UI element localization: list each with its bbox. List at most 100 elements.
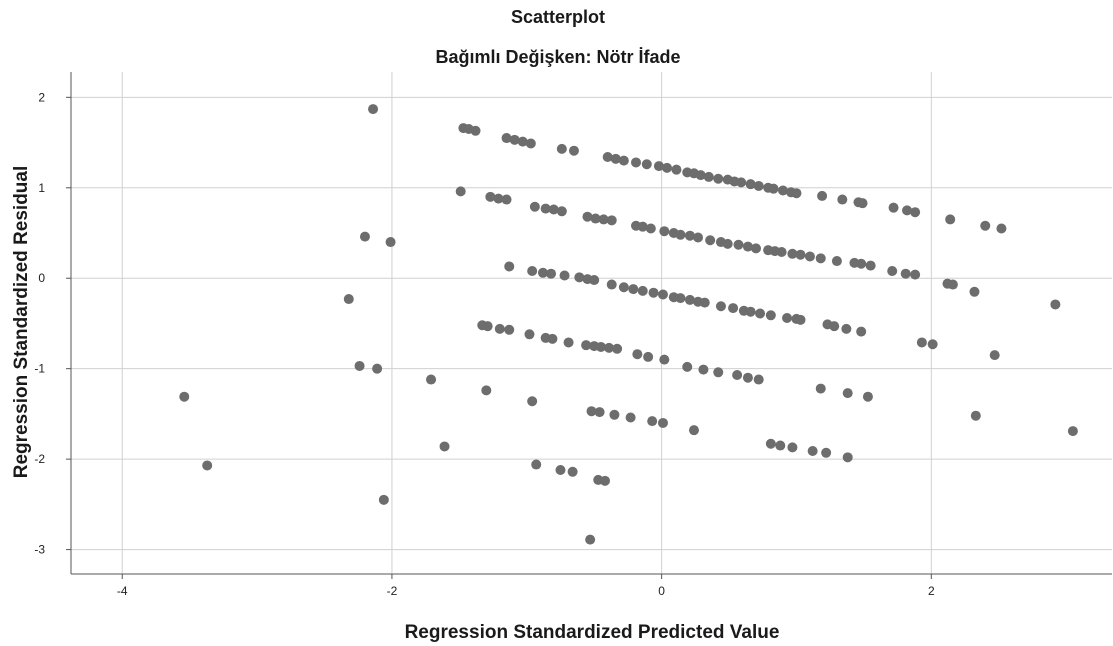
data-point: [494, 323, 505, 334]
data-point: [902, 205, 913, 216]
data-point: [504, 324, 515, 335]
y-tick-label: 1: [38, 181, 45, 195]
data-point: [426, 374, 437, 385]
data-point: [548, 204, 559, 215]
data-point: [837, 194, 848, 205]
data-point: [179, 391, 190, 402]
data-point: [595, 341, 606, 352]
data-point: [736, 177, 747, 188]
y-tick-label: 0: [38, 271, 45, 285]
data-point: [787, 442, 798, 453]
data-point: [751, 243, 762, 254]
data-point: [481, 385, 492, 396]
data-point: [482, 321, 493, 332]
data-point: [493, 193, 504, 204]
data-point: [563, 337, 574, 348]
data-point: [888, 202, 899, 213]
data-point: [682, 361, 693, 372]
data-point: [1050, 299, 1061, 310]
data-point: [916, 337, 927, 348]
y-tick-label: -3: [34, 543, 45, 557]
data-point: [831, 256, 842, 267]
data-point: [684, 294, 695, 305]
data-point: [359, 231, 370, 242]
chart-subtitle: Bağımlı Değişken: Nötr İfade: [435, 47, 680, 67]
data-point: [713, 173, 724, 184]
data-point: [501, 194, 512, 205]
data-point: [537, 267, 548, 278]
data-point: [647, 416, 658, 427]
data-point: [910, 207, 921, 218]
data-point: [556, 206, 567, 217]
data-point: [343, 294, 354, 305]
data-point: [815, 383, 826, 394]
data-point: [556, 143, 567, 154]
data-point: [695, 170, 706, 181]
y-tick-label: -1: [34, 362, 45, 376]
data-point: [648, 287, 659, 298]
data-point: [590, 213, 601, 224]
data-point: [970, 410, 981, 421]
data-point: [653, 161, 664, 172]
data-point: [598, 214, 609, 225]
data-point: [804, 251, 815, 262]
data-point: [546, 268, 557, 279]
chart-title: Scatterplot: [511, 7, 605, 27]
data-point: [609, 409, 620, 420]
data-point: [202, 460, 213, 471]
data-point: [745, 179, 756, 190]
data-point: [768, 183, 779, 194]
x-axis-title: Regression Standardized Predicted Value: [405, 622, 780, 643]
data-point: [372, 363, 383, 374]
data-point: [637, 285, 648, 296]
data-point: [485, 191, 496, 202]
data-point: [688, 425, 699, 436]
data-point: [765, 438, 776, 449]
data-point: [910, 269, 921, 280]
x-tick-label: 0: [658, 584, 665, 598]
data-point: [604, 342, 615, 353]
data-point: [531, 459, 542, 470]
data-point: [574, 272, 585, 283]
data-point: [628, 284, 639, 295]
data-point: [775, 440, 786, 451]
data-point: [606, 279, 617, 290]
data-point: [470, 125, 481, 136]
data-point: [857, 198, 868, 209]
data-point: [989, 350, 1000, 361]
data-point: [618, 155, 629, 166]
data-point: [765, 310, 776, 321]
data-point: [606, 215, 617, 226]
data-point: [540, 203, 551, 214]
data-point: [555, 464, 566, 475]
data-point: [742, 241, 753, 252]
data-point: [755, 308, 766, 319]
data-point: [559, 270, 570, 281]
data-point: [753, 374, 764, 385]
data-point: [527, 396, 538, 407]
data-point: [698, 364, 709, 375]
data-point: [795, 249, 806, 260]
data-point: [582, 211, 593, 222]
data-point: [1067, 426, 1078, 437]
y-tick-label: -2: [34, 452, 45, 466]
data-point: [732, 370, 743, 381]
data-point: [368, 104, 379, 115]
data-point: [865, 260, 876, 271]
data-point: [385, 237, 396, 248]
data-point: [776, 246, 787, 257]
data-point: [699, 297, 710, 308]
data-point: [722, 238, 733, 249]
data-point: [733, 239, 744, 250]
data-point: [354, 360, 365, 371]
data-point: [787, 248, 798, 259]
data-point: [455, 186, 466, 197]
data-point: [586, 406, 597, 417]
data-point: [509, 134, 520, 145]
data-point: [807, 445, 818, 456]
data-point: [887, 265, 898, 276]
data-point: [777, 185, 788, 196]
data-point: [675, 229, 686, 240]
data-point: [945, 214, 956, 225]
x-tick-label: -4: [117, 584, 128, 598]
